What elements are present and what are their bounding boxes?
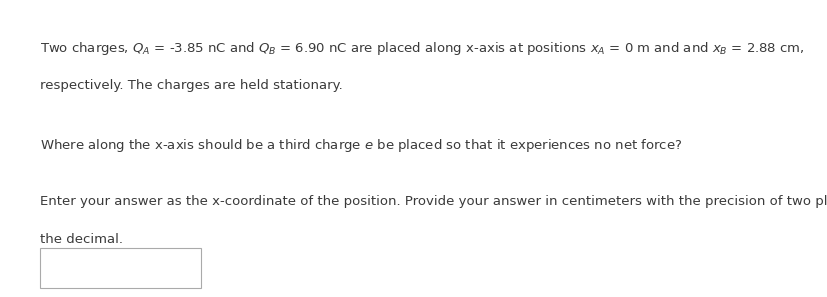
Text: Where along the x-axis should be a third charge $e$ be placed so that it experie: Where along the x-axis should be a third… <box>40 137 681 154</box>
Text: Enter your answer as the x-coordinate of the position. Provide your answer in ce: Enter your answer as the x-coordinate of… <box>40 195 827 208</box>
Text: the decimal.: the decimal. <box>40 233 122 246</box>
Text: Two charges, $Q_A$ = -3.85 nC and $Q_B$ = 6.90 nC are placed along x-axis at pos: Two charges, $Q_A$ = -3.85 nC and $Q_B$ … <box>40 40 803 57</box>
Text: respectively. The charges are held stationary.: respectively. The charges are held stati… <box>40 79 342 92</box>
FancyBboxPatch shape <box>40 248 201 288</box>
